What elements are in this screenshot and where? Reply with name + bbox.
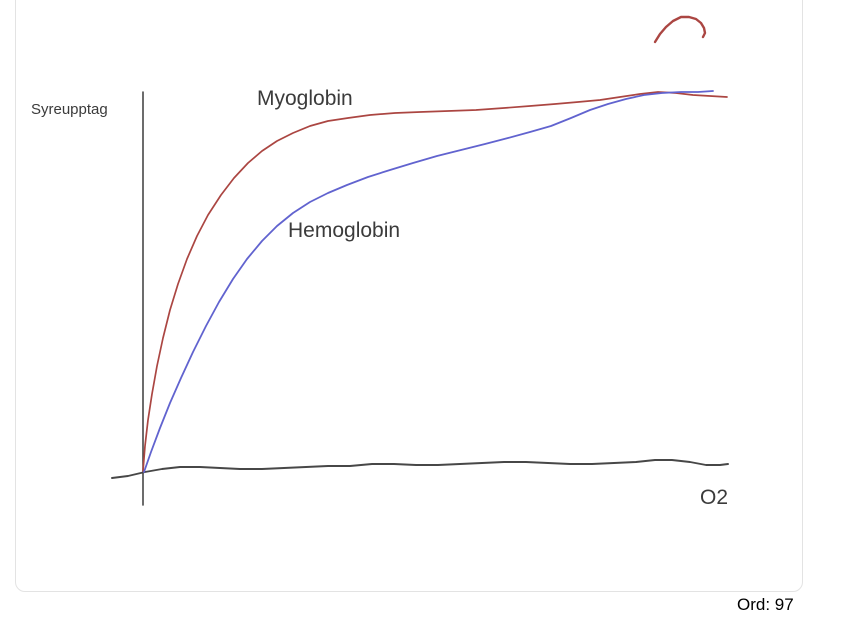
- word-count-status: Ord: 97: [737, 595, 794, 614]
- hemoglobin-label: Hemoglobin: [288, 219, 401, 242]
- y-axis-label: Syreupptag: [31, 101, 108, 118]
- myoglobin-label: Myoglobin: [257, 87, 353, 110]
- x-axis-label: O2: [700, 486, 729, 509]
- drawing-canvas[interactable]: [15, 0, 803, 592]
